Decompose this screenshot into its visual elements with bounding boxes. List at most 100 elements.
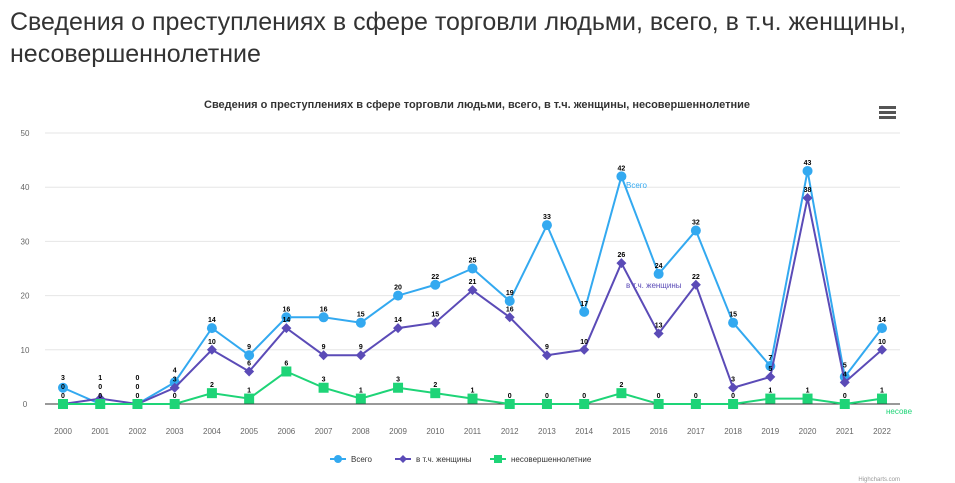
data-point [616,171,627,182]
data-label: 14 [282,317,290,324]
data-label: 0 [98,384,102,391]
data-point [579,344,590,355]
data-label: 19 [506,290,514,297]
legend-item[interactable]: несовершеннолетние [511,455,592,464]
data-point [653,328,664,339]
data-point [281,312,292,323]
data-label: 0 [694,393,698,400]
data-label: 9 [545,344,549,351]
data-label: 3 [322,377,326,384]
data-point [58,399,68,409]
data-point [690,225,701,236]
legend-item[interactable]: в т.ч. женщины [416,455,472,464]
data-point [877,344,887,355]
data-label: 7 [768,355,772,362]
data-label: 6 [284,360,288,367]
data-point [467,285,478,296]
data-point [467,393,478,404]
x-tick-label: 2021 [836,427,854,436]
data-label: 0 [508,393,512,400]
x-tick-label: 2006 [277,427,295,436]
data-label: 0 [582,393,586,400]
data-point [244,393,255,404]
legend-marker [334,455,342,463]
x-tick-label: 2014 [575,427,593,436]
credits: Highcharts.com [858,477,900,483]
data-point [616,388,627,399]
data-label: 32 [692,220,700,227]
data-label: 0 [843,393,847,400]
y-tick-label: 0 [23,400,28,409]
data-point [690,279,701,290]
series-end-label: в т.ч. женщины [626,281,682,290]
legend-item[interactable]: Всего [351,455,373,464]
data-point [653,268,664,279]
x-tick-label: 2018 [724,427,742,436]
data-label: 2 [619,382,623,389]
x-tick-label: 2017 [687,427,705,436]
x-tick-label: 2007 [315,427,333,436]
data-label: 25 [469,258,477,265]
data-point [281,323,292,334]
data-label: 1 [359,388,363,395]
chart-menu-icon[interactable] [879,106,896,121]
data-label: 0 [173,393,177,400]
series-line [62,197,883,406]
data-label: 5 [768,366,772,373]
data-label: 20 [394,285,402,292]
data-point [318,350,329,361]
data-label: 10 [208,339,216,346]
data-point [877,323,887,334]
data-point [393,382,404,393]
x-tick-label: 2002 [129,427,147,436]
data-label: 22 [692,274,700,281]
y-tick-label: 30 [21,237,30,246]
data-point [765,393,776,404]
data-point [728,382,739,393]
data-point [541,399,552,409]
y-tick-label: 40 [21,183,30,192]
data-point [579,399,590,409]
data-point [281,366,292,377]
data-label: 4 [843,371,847,378]
data-label: 0 [731,393,735,400]
x-tick-label: 2008 [352,427,370,436]
data-label: 0 [98,393,102,400]
data-label: 1 [880,388,884,395]
data-label: 15 [431,312,439,319]
data-point [355,317,366,328]
data-label: 38 [804,187,812,194]
x-tick-label: 2005 [240,427,258,436]
data-point [504,399,515,409]
data-label: 14 [394,317,402,324]
data-point [504,312,515,323]
chart-title: Сведения о преступлениях в сфере торговл… [204,99,750,111]
data-label: 21 [469,279,477,286]
x-tick-label: 2012 [501,427,519,436]
x-tick-label: 2010 [426,427,444,436]
data-label: 3 [396,377,400,384]
x-tick-label: 2013 [538,427,556,436]
data-point [169,399,180,409]
data-point [877,393,887,404]
data-label: 2 [433,382,437,389]
y-tick-label: 50 [21,129,30,138]
data-label: 9 [359,344,363,351]
x-tick-label: 2001 [91,427,109,436]
data-label: 0 [136,393,140,400]
data-label: 16 [320,306,328,313]
data-label: 3 [731,377,735,384]
y-tick-label: 10 [21,346,30,355]
data-point [430,317,441,328]
data-point [765,371,776,382]
data-point [728,399,739,409]
data-label: 16 [282,306,290,313]
x-tick-label: 2000 [54,427,72,436]
data-label: 3 [173,377,177,384]
x-tick-label: 2009 [389,427,407,436]
data-point [802,193,813,204]
y-tick-label: 20 [21,292,30,301]
data-label: 10 [580,339,588,346]
series-end-label: Всего [626,181,648,190]
data-point [244,350,255,361]
